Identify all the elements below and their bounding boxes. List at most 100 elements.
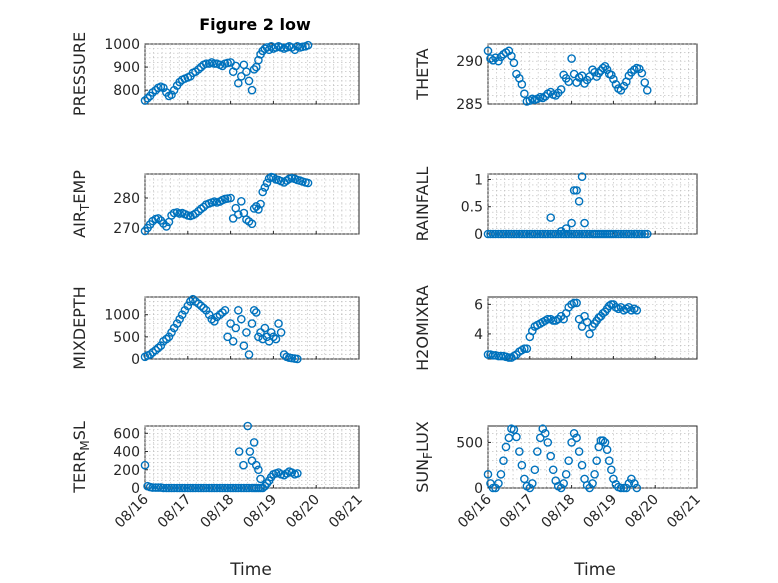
data-point — [215, 310, 225, 320]
y-tick-label: 6 — [474, 297, 483, 313]
y-tick-label: 500 — [113, 330, 140, 346]
data-point — [236, 314, 246, 324]
data-point — [580, 229, 589, 239]
data-point — [501, 229, 511, 239]
data-point — [234, 78, 243, 88]
data-point — [239, 483, 249, 493]
x-tick-label: 08/17 — [155, 492, 195, 532]
data-point — [611, 229, 621, 239]
y-axis-label-part: H2OMIXRA — [413, 285, 432, 371]
y-axis-label-part: M — [78, 440, 92, 450]
data-point — [236, 196, 246, 206]
data-point — [188, 294, 198, 304]
data-point — [191, 483, 200, 493]
data-point — [254, 55, 263, 65]
data-point — [496, 351, 506, 361]
data-point — [488, 55, 498, 65]
data-point — [640, 229, 650, 239]
data-point — [635, 229, 644, 239]
data-point — [517, 79, 527, 89]
data-point — [140, 96, 150, 105]
data-point — [509, 425, 519, 434]
data-point — [303, 40, 313, 50]
data-point — [577, 172, 587, 182]
y-axis-label-part: T — [78, 203, 92, 212]
data-point — [269, 332, 278, 342]
data-point — [538, 229, 548, 239]
data-point — [293, 469, 302, 478]
data-point — [199, 483, 208, 493]
data-point — [598, 63, 608, 73]
data-point — [622, 229, 631, 239]
data-point — [153, 343, 163, 353]
data-point — [522, 344, 532, 353]
data-point — [520, 344, 529, 353]
x-tick-label: 08/18 — [539, 492, 579, 532]
data-point — [486, 229, 495, 239]
data-point — [218, 308, 227, 317]
data-point — [194, 65, 203, 74]
data-point — [528, 479, 537, 488]
data-point — [256, 199, 265, 209]
x-tick-label: 08/19 — [580, 492, 620, 532]
data-point — [540, 428, 550, 438]
data-point — [540, 229, 550, 239]
subplot-3: 270 280 AIRTEMP — [70, 170, 360, 238]
data-point — [156, 341, 166, 351]
y-axis-label: SUNFLUX — [413, 421, 435, 493]
y-tick-label: 1000 — [104, 37, 140, 53]
data-point — [574, 196, 584, 206]
data-point — [186, 297, 195, 306]
data-point — [247, 456, 257, 465]
data-point — [164, 332, 174, 342]
data-point — [530, 465, 540, 475]
data-point — [567, 438, 576, 447]
data-point — [247, 219, 257, 229]
subplot-1: 800 900 1000 PRESSURE — [70, 32, 360, 116]
data-point — [496, 52, 506, 62]
data-point — [236, 72, 246, 81]
data-point — [242, 67, 251, 76]
data-point — [251, 308, 261, 317]
x-tick-label: 08/18 — [198, 492, 238, 532]
y-axis-label-part: AIR — [70, 211, 89, 238]
data-point — [569, 186, 579, 195]
y-tick-label: 270 — [113, 221, 140, 237]
data-point — [594, 68, 604, 78]
data-point — [496, 229, 506, 239]
y-axis-label: MIXDEPTH — [70, 286, 89, 369]
data-point — [228, 336, 238, 346]
data-point — [262, 178, 272, 188]
data-point — [582, 480, 592, 490]
data-point — [249, 438, 259, 447]
data-point — [228, 483, 238, 493]
data-point — [556, 483, 566, 493]
data-point — [223, 58, 232, 68]
data-point — [622, 483, 631, 493]
y-axis-label-part: SL — [70, 421, 89, 440]
data-point — [276, 328, 286, 337]
x-tick-label: 08/19 — [240, 492, 280, 532]
data-point — [239, 460, 248, 470]
data-point — [483, 470, 493, 479]
data-point — [223, 483, 232, 493]
data-point — [642, 229, 652, 239]
subplot-8: 0 500 08/16 08/17 08/18 08/19 08/20 08/21 SUNFLU… — [413, 421, 704, 531]
data-point — [210, 317, 219, 326]
data-point — [624, 229, 634, 239]
data-point — [602, 445, 612, 455]
data-point — [196, 301, 206, 311]
data-point — [210, 59, 219, 68]
data-point — [177, 483, 187, 493]
data-point — [231, 483, 241, 493]
x-axis-label-left: Time — [229, 560, 272, 580]
y-tick-label: 0 — [131, 352, 140, 368]
data-point — [262, 332, 272, 342]
data-point — [243, 421, 253, 431]
data-point — [159, 483, 168, 493]
data-point — [258, 483, 268, 493]
y-axis-label-part: SUN — [413, 459, 432, 493]
data-point — [260, 323, 270, 333]
data-point — [640, 78, 650, 87]
